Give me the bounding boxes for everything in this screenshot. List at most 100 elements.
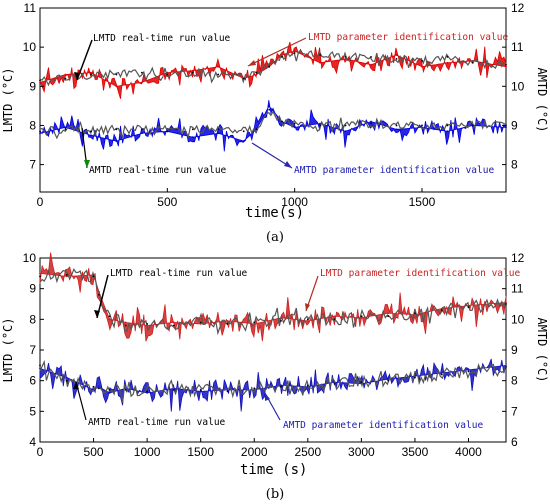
panel-b-x-tick-label: 0 xyxy=(37,445,44,459)
panel-a-annotation-lmtd-param-text: LMTD parameter identification value xyxy=(308,32,508,43)
panel-b-y-right-tick-label: 12 xyxy=(511,251,525,265)
panel-b-series-1-point xyxy=(173,321,175,324)
panel-a-series-3-point xyxy=(140,132,143,135)
panel-b-series-3-point xyxy=(146,392,149,394)
panel-b-annotation-lmtd-param-text: LMTD parameter identification value xyxy=(320,268,520,279)
panel-b-series-1-band xyxy=(39,252,507,342)
panel-b-series-3-point xyxy=(280,384,282,387)
panel-a-x-tick-label: 1000 xyxy=(281,195,308,209)
panel-b-series-2-point xyxy=(124,388,127,391)
panel-b-x-tick-label: 3500 xyxy=(402,445,429,459)
panel-a-x-label: time(s) xyxy=(245,205,304,221)
panel-a-y-right-tick-label: 8 xyxy=(511,158,518,172)
panel-b-series-0-point xyxy=(280,319,282,322)
panel-b-series-1-point xyxy=(65,275,68,278)
panel-b-x-tick-label: 1500 xyxy=(187,445,214,459)
panel-b-y-left-label: LMTD (°C) xyxy=(1,317,15,382)
panel-a-series-3-point xyxy=(293,126,296,129)
panel-b-series-0-point xyxy=(92,275,95,278)
panel-b-y-right-tick-label: 11 xyxy=(511,282,524,296)
panel-a-marks xyxy=(39,41,507,152)
panel-a-plot-frame xyxy=(39,7,507,193)
panel-a-series-2-point xyxy=(268,108,271,111)
panel-a-series-0-point xyxy=(140,71,143,74)
panel-b-series-2-point xyxy=(333,382,336,385)
panel-a-series-2-point xyxy=(242,130,245,133)
panel-b-series-1-point xyxy=(226,319,229,322)
panel-a-series-0-point xyxy=(255,71,258,74)
panel-b-series-0-point xyxy=(360,315,363,318)
panel-a-y-left-tick-label: 8 xyxy=(29,118,36,132)
panel-b-series-2-point xyxy=(280,385,282,388)
panel-a-y-right-tick-label: 9 xyxy=(511,118,518,132)
panel-a-series-0-point xyxy=(242,77,245,80)
panel-b-series-0-point xyxy=(98,293,100,296)
panel-a-annotation-amtd-real: AMTD real-time run value xyxy=(81,127,227,176)
panel-b-series-1-point xyxy=(199,323,202,325)
panel-a-series-2-point xyxy=(395,124,398,127)
panel-a-series-0-point xyxy=(64,77,67,80)
panel-b-x-label: time (s) xyxy=(240,462,307,478)
panel-b-series-0-point xyxy=(505,303,507,305)
panel-b-series-1-point xyxy=(414,313,416,316)
panel-a-series-1-point xyxy=(115,85,118,88)
panel-a-series-1-point xyxy=(64,73,67,76)
panel-b-series-2-line xyxy=(39,359,507,403)
panel-b-series-1-point xyxy=(360,316,363,319)
panel-b-series-0-point xyxy=(467,306,470,308)
panel-a-series-3-point xyxy=(64,126,67,129)
panel-b-series-3-point xyxy=(440,372,443,374)
panel-a-annotation-lmtd-real-text: LMTD real-time run value xyxy=(93,33,231,44)
panel-b-series-0-point xyxy=(199,321,202,324)
panel-a-series-2-point xyxy=(64,128,67,131)
panel-b-annotation-amtd-real: AMTD real-time run value xyxy=(73,381,226,428)
panel-a-series-0-point xyxy=(90,73,92,76)
panel-a-series-2-point xyxy=(217,128,220,131)
panel-a-series-2-point xyxy=(471,124,474,127)
panel-b-x-tick-label: 4000 xyxy=(455,445,482,459)
panel-b-annotation-amtd-param-text: AMTD parameter identification value xyxy=(283,420,483,431)
panel-b-series-2-point xyxy=(173,388,175,391)
panel-b-series-3-point xyxy=(467,369,470,371)
panel-b-series-0-point xyxy=(387,315,390,318)
panel-b-series-0-point xyxy=(108,315,111,318)
panel-b-series-3-point xyxy=(199,390,202,393)
panel-b-y-left-tick-label: 6 xyxy=(29,374,36,388)
panel-b-y-left-tick-label: 4 xyxy=(29,435,36,449)
panel-b-x-tick-label: 500 xyxy=(84,445,104,459)
panel-a-x-tick-label: 1500 xyxy=(409,195,436,209)
panel-a-series-3-point xyxy=(505,126,507,129)
panel-a-y-left-tick-label: 7 xyxy=(29,158,36,172)
panel-a-series-3-point xyxy=(90,134,92,137)
panel-a-series-0-point xyxy=(370,56,372,58)
panel-b-series-3-band xyxy=(39,358,507,412)
panel-a-series-1-point xyxy=(217,65,220,68)
panel-b-plot-frame xyxy=(39,257,507,443)
panel-b-series-2-point xyxy=(253,387,256,390)
panel-a-series-0-point xyxy=(395,57,398,60)
panel-a-series-3-point xyxy=(191,136,194,139)
panel-b-series-0-line xyxy=(39,268,507,336)
panel-a-series-0-point xyxy=(217,73,220,76)
panel-b-series-1-point xyxy=(39,272,41,275)
panel-b-y-left-tick-label: 10 xyxy=(23,251,37,265)
panel-b-series-0-point xyxy=(333,318,336,321)
panel-b-series-0-point xyxy=(124,324,127,327)
panel-b-series-2-point xyxy=(440,373,443,376)
panel-a-series-3-band xyxy=(39,100,507,152)
panel-b-series-2-point xyxy=(108,388,111,391)
panel-a-series-3-point xyxy=(242,140,245,143)
panel-b-y-right-tick-label: 9 xyxy=(511,343,518,357)
panel-a-series-0-point xyxy=(344,56,347,58)
panel-b-x-tick-label: 1000 xyxy=(134,445,161,459)
panel-a-series-0-point xyxy=(268,65,271,68)
panel-a-annotation-amtd-real-text: AMTD real-time run value xyxy=(89,165,227,176)
panel-a-series-1-point xyxy=(39,81,41,84)
panel-a-series-3-point xyxy=(268,104,271,107)
panel-b-series-2-point xyxy=(387,379,390,382)
panel-a-series-1-point xyxy=(395,54,398,56)
panel-a-series-0-point xyxy=(293,52,296,54)
panel-a-annotation-lmtd-real: LMTD real-time run value xyxy=(74,33,231,81)
panel-a-y-left-tick-label: 11 xyxy=(24,1,37,15)
panel-b-series-2-point xyxy=(414,376,416,379)
